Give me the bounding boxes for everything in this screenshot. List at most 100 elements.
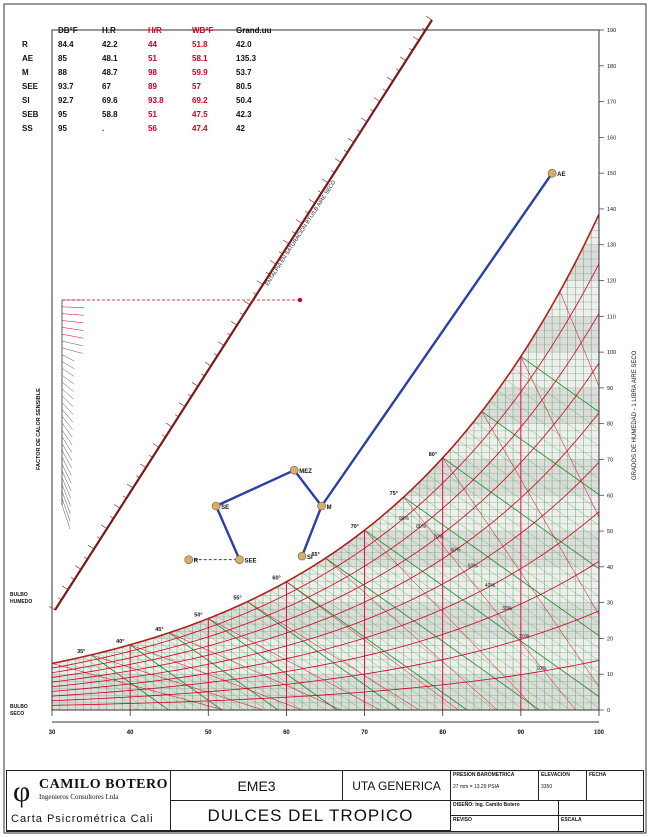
y-tick-label: 40 [607,565,613,571]
shf-label: FACTOR DE CALOR SENSIBLE [36,388,42,470]
rh-label: 90% [399,516,410,522]
state-point-label: SI [307,555,313,561]
shf-ray [61,436,73,453]
enthalpy-tick [343,149,348,153]
wet-bulb-line [309,567,510,710]
title-block: φ CAMILO BOTERO Ingenieros Consultores L… [6,770,644,832]
enthalpy-tick [230,321,238,326]
diseno-cell: DISEÑO: Ing. Camilo Botero [451,801,559,816]
y-tick-label: 70 [607,457,613,463]
shf-ray [61,409,73,423]
state-point [317,501,326,511]
company-subtitle: Ingenieros Consultores Ltda [39,793,119,801]
wet-bulb-line [395,503,599,649]
enthalpy-tick [425,15,433,21]
wet-bulb-line [208,618,338,710]
humidity-band [52,459,599,496]
shf-ray [61,450,72,469]
specific-volume-line [481,411,599,616]
enthalpy-tick [200,373,205,377]
rh-label: 30% [502,606,513,612]
y-tick-label: 50 [607,529,613,535]
rh-label: 80% [416,524,427,530]
state-point-label: MEZ [299,469,312,475]
enthalpy-tick [421,27,426,31]
enthalpy-tick [191,382,199,387]
wet-bulb-line [75,658,149,710]
wet-bulb-label: 45° [155,627,163,633]
enthalpy-tick [291,231,296,234]
enthalpy-tick [161,434,166,438]
wet-bulb-line [106,650,190,710]
state-point [289,465,299,475]
wet-bulb-line [419,482,599,610]
enthalpy-tick [57,597,62,601]
wet-bulb-line [505,379,599,447]
enthalpy-tick [174,414,179,417]
enthalpy-tick [382,88,387,92]
rh-label: 20% [519,634,530,640]
enthalpy-tick [308,199,316,204]
wet-bulb-line [442,457,599,570]
rh-label: 10% [536,666,547,672]
shf-ray [61,457,72,476]
relative-humidity-curve [52,313,599,674]
enthalpy-tick [330,170,335,173]
x-tick-label: 50 [205,730,212,736]
relative-humidity-curve [52,461,599,688]
enthalpy-tick [165,422,173,428]
state-point [297,551,307,561]
wet-bulb-line [473,421,599,511]
shf-ray [61,320,84,324]
specific-volume-line [247,601,420,710]
phi-logo-icon: φ [13,775,31,808]
y-tick-label: 150 [607,171,616,177]
wet-bulb-line [341,547,571,710]
enthalpy-tick [269,260,277,265]
humidity-band [52,244,599,281]
x-tick-label: 100 [594,730,605,736]
company-name: CAMILO BOTERO [39,777,169,792]
chart-name: Carta Psicrométrica Cali [11,813,154,825]
wet-bulb-line [481,411,599,496]
specific-volume-line [325,557,498,710]
y-tick-label: 0 [607,708,610,714]
enthalpy-tick [256,280,264,285]
header-flow: Grand.uu [236,26,272,35]
enthalpy-tick [360,117,368,122]
enthalpy-tick [317,190,322,194]
shf-ray [61,477,72,499]
x-tick-label: 40 [127,730,134,736]
specific-volume-line [286,581,459,710]
y-tick-label: 140 [607,207,616,213]
enthalpy-tick [408,48,413,51]
enthalpy-tick [61,585,69,590]
wet-bulb-line [466,430,599,526]
x-tick-label: 90 [518,730,525,736]
dry-bulb-label: BULBO [10,704,28,710]
shf-ray [61,422,73,438]
wet-bulb-axis-label-2: HUMEDO [10,599,32,605]
unit-name: UTA GENERICA [343,771,451,801]
process-line [215,505,241,561]
wet-bulb-label: 60° [272,576,280,582]
wet-bulb-line [192,624,314,710]
wet-bulb-line [411,489,599,624]
enthalpy-tick [122,495,127,499]
wet-bulb-line [270,589,440,710]
shf-ray [61,333,84,339]
rh-label: 60% [451,548,462,554]
shf-ray [61,484,71,507]
process-line [215,469,295,508]
y-tick-label: 20 [607,636,613,642]
x-tick-label: 70 [361,730,368,736]
humidity-band [52,316,599,353]
shf-ray [61,402,74,415]
shf-ray [61,374,74,385]
shf-ray [61,368,75,377]
wet-bulb-line [325,557,540,710]
humidity-band [52,352,599,388]
humidity-band [52,137,599,173]
humidity-band [52,423,599,460]
